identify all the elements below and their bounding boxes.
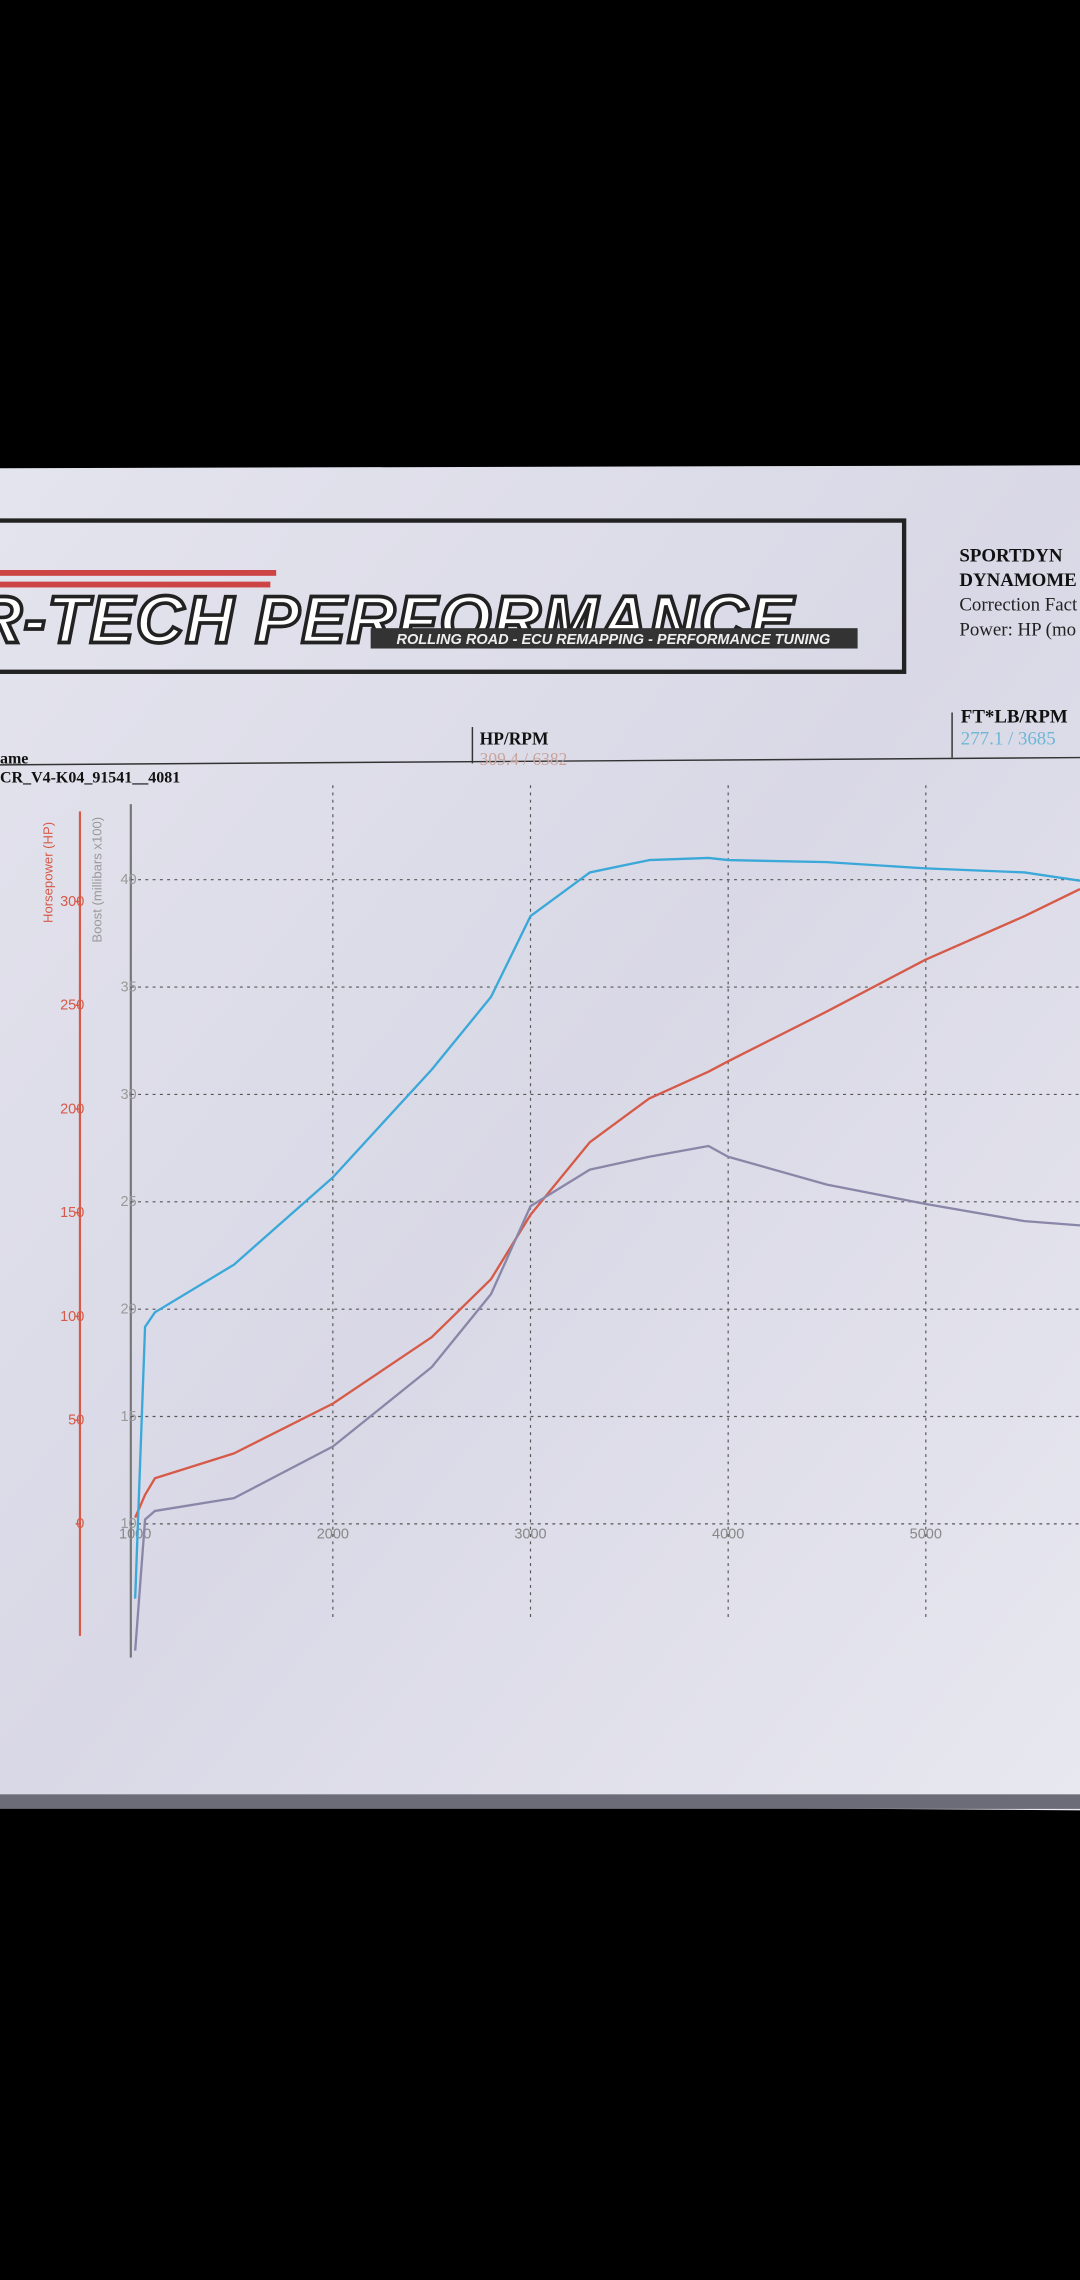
logo-tagline: ROLLING ROAD - ECU REMAPPING - PERFORMAN… bbox=[397, 632, 831, 648]
name-value: CR_V4-K04_91541__4081 bbox=[0, 769, 180, 786]
name-label: ame bbox=[0, 750, 28, 767]
y2-tick-label: 30 bbox=[120, 1087, 136, 1103]
series-line bbox=[134, 1144, 1080, 1651]
y-tick-label: 50 bbox=[68, 1413, 84, 1429]
hp-value: 309.4 / 6382 bbox=[480, 749, 568, 769]
company-line: DYNAMOME bbox=[959, 570, 1076, 591]
y2-tick-label: 10 bbox=[120, 1516, 136, 1532]
y2-tick-label: 15 bbox=[120, 1409, 136, 1425]
company: SPORTDYN DYNAMOME Correction Fact Power:… bbox=[959, 545, 1078, 640]
y-tick-label: 150 bbox=[60, 1205, 84, 1221]
logo: R-TECH PERFORMANCE ROLLING ROAD - ECU RE… bbox=[0, 518, 907, 674]
series-line bbox=[134, 856, 1080, 1599]
y-tick-label: 200 bbox=[60, 1101, 84, 1117]
y-tick-label: 250 bbox=[60, 998, 84, 1014]
company-line: Power: HP (mo bbox=[959, 619, 1076, 640]
y-tick-label: 100 bbox=[60, 1309, 84, 1325]
header-rule bbox=[0, 756, 1080, 766]
x-tick-label: 4000 bbox=[712, 1526, 744, 1542]
plot: 1000 2000 3000 4000 500005010015020025030010… bbox=[60, 785, 1080, 1651]
company-line: SPORTDYN bbox=[959, 545, 1063, 566]
series-line bbox=[134, 887, 1080, 1519]
y-tick-label: 0 bbox=[76, 1516, 84, 1532]
hp-label: HP/RPM bbox=[480, 728, 549, 748]
info: ame CR_V4-K04_91541__4081 HP/RPM 309.4 /… bbox=[0, 707, 1080, 786]
paper bbox=[0, 465, 1080, 1811]
y2-tick-label: 25 bbox=[120, 1194, 136, 1210]
y2-tick-label: 35 bbox=[120, 979, 136, 995]
y-axis-title: Horsepower (HP) bbox=[40, 822, 55, 923]
y2-axis-title: Boost (millibars x100) bbox=[90, 817, 105, 943]
company-line: Correction Fact bbox=[959, 595, 1078, 616]
tagline-band bbox=[370, 628, 858, 649]
x-tick-label: 2000 bbox=[317, 1526, 349, 1542]
x-tick-label: 3000 bbox=[514, 1526, 546, 1542]
tq-value: 277.1 / 3685 bbox=[961, 728, 1056, 749]
tq-label: FT*LB/RPM bbox=[961, 707, 1068, 728]
y2-tick-label: 20 bbox=[120, 1302, 136, 1318]
paper-edge bbox=[0, 1794, 1080, 1809]
x-tick-label: 5000 bbox=[910, 1526, 942, 1542]
y2-tick-label: 40 bbox=[120, 872, 136, 888]
logo-frame bbox=[0, 518, 907, 674]
y-tick-label: 300 bbox=[60, 894, 84, 910]
logo-stripe bbox=[0, 570, 277, 576]
logo-stripe bbox=[0, 581, 271, 588]
